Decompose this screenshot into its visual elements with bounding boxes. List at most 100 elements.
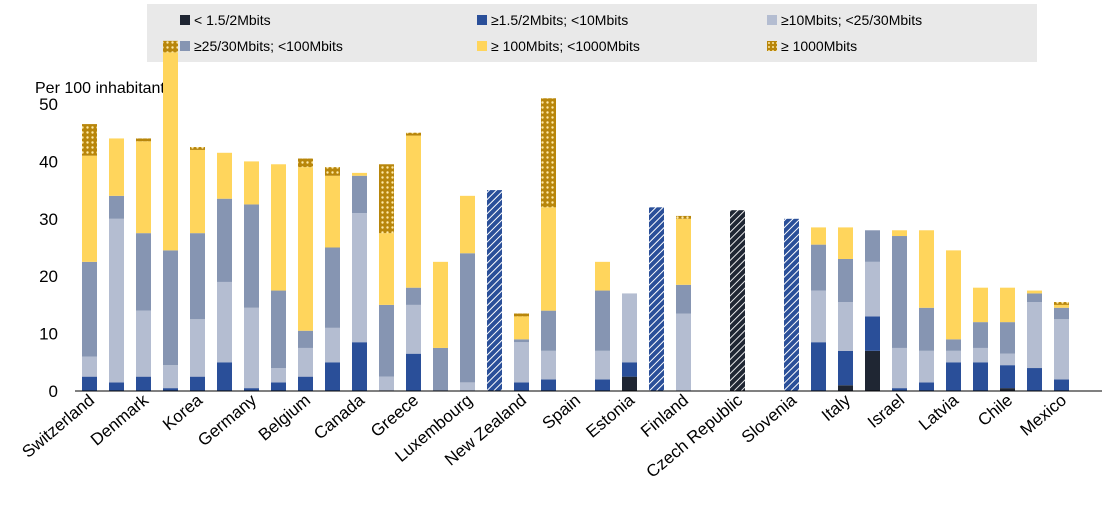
- y-tick-label: 50: [39, 95, 58, 114]
- bar-segment: [541, 98, 556, 208]
- bar-segment: [676, 284, 691, 314]
- bar-segment: [298, 376, 313, 391]
- x-tick-label: Latvia: [915, 390, 962, 434]
- bar-total: [730, 210, 745, 391]
- bar-segment: [163, 40, 178, 53]
- bar-segment: [838, 385, 853, 391]
- bar-segment: [163, 52, 178, 251]
- bar-segment: [379, 233, 394, 305]
- bar-segment: [811, 227, 826, 245]
- y-tick-label: 0: [49, 382, 58, 401]
- legend-item: ≥ 100Mbits; <1000Mbits: [477, 38, 640, 54]
- bar-segment: [379, 376, 394, 391]
- bar-segment: [541, 379, 556, 391]
- bar-segment: [352, 172, 367, 176]
- bar-segment: [1000, 287, 1015, 323]
- y-tick-label: 30: [39, 210, 58, 229]
- bar-segment: [973, 347, 988, 363]
- bar-segment: [109, 382, 124, 391]
- x-tick-label: Korea: [159, 390, 206, 434]
- bar-segment: [838, 350, 853, 386]
- bar-segment: [406, 353, 421, 391]
- bar-segment: [406, 304, 421, 354]
- bar-segment: [1054, 307, 1069, 320]
- bar-segment: [460, 195, 475, 254]
- bar-segment: [919, 350, 934, 383]
- bar-segment: [271, 290, 286, 369]
- bar-segment: [325, 362, 340, 391]
- chart-legend: < 1.5/2Mbits ≥1.5/2Mbits; <10Mbits ≥10Mbit…: [147, 4, 1037, 62]
- legend-label: ≥1.5/2Mbits; <10Mbits: [491, 12, 629, 28]
- bar-segment: [514, 382, 529, 391]
- legend-swatch: [767, 15, 777, 25]
- bar-segment: [676, 313, 691, 391]
- bar-segment: [919, 230, 934, 308]
- bar-total: [784, 218, 799, 391]
- legend-swatch: [180, 15, 190, 25]
- y-axis-label: Per 100 inhabitants: [35, 80, 173, 97]
- bar-segment: [433, 347, 448, 391]
- bar-segment: [271, 382, 286, 391]
- x-tick-label: Spain: [539, 391, 585, 434]
- legend-label: ≥25/30Mbits; <100Mbits: [194, 38, 343, 54]
- bar-segment: [838, 258, 853, 303]
- bar-segment: [406, 132, 421, 136]
- legend-label: ≥10Mbits; <25/30Mbits: [781, 12, 923, 28]
- bar-segment: [136, 233, 151, 311]
- bar-total: [487, 190, 502, 391]
- bar-segment: [946, 362, 961, 391]
- bar-segment: [433, 261, 448, 348]
- bar-segment: [1027, 293, 1042, 303]
- bar-segment: [865, 261, 880, 317]
- bar-segment: [1054, 379, 1069, 391]
- bar-segment: [514, 313, 529, 317]
- bar-segment: [622, 293, 637, 363]
- bar-segment: [352, 175, 367, 214]
- bar-segment: [352, 342, 367, 391]
- bar-segment: [541, 207, 556, 311]
- bar-segment: [136, 376, 151, 391]
- bar-segment: [298, 347, 313, 377]
- x-tick-label: Denmark: [87, 390, 152, 449]
- bar-segment: [946, 250, 961, 340]
- bar-segment: [298, 158, 313, 168]
- y-tick-label: 40: [39, 152, 58, 171]
- bar-segment: [163, 365, 178, 389]
- bar-segment: [865, 230, 880, 262]
- bar-segment: [1000, 365, 1015, 389]
- bar-segment: [595, 350, 610, 380]
- bar-segment: [1000, 388, 1015, 391]
- bar-segment: [1027, 290, 1042, 294]
- bar-segment: [82, 124, 97, 156]
- bar-segment: [973, 362, 988, 391]
- bar-segment: [325, 175, 340, 248]
- legend-label: < 1.5/2Mbits: [194, 12, 271, 28]
- legend-swatch: [767, 41, 777, 51]
- bar-segment: [622, 376, 637, 391]
- bar-segment: [1054, 319, 1069, 380]
- bar-segment: [82, 376, 97, 391]
- bar-segment: [217, 362, 232, 391]
- y-tick-label: 10: [39, 325, 58, 344]
- bar-segment: [406, 287, 421, 305]
- bar-segment: [892, 230, 907, 237]
- bar-segment: [190, 149, 205, 234]
- y-tick-label: 20: [39, 267, 58, 286]
- bar-segment: [109, 195, 124, 219]
- x-tick-label: Switzerland: [19, 391, 99, 462]
- bar-segment: [676, 215, 691, 219]
- bar-segment: [919, 307, 934, 351]
- bar-segment: [136, 310, 151, 377]
- bar-segment: [298, 167, 313, 331]
- bar-segment: [244, 161, 259, 205]
- bar-segment: [1027, 368, 1042, 391]
- legend-item: ≥25/30Mbits; <100Mbits: [180, 38, 343, 54]
- bar-segment: [541, 350, 556, 380]
- bar-segment: [190, 319, 205, 377]
- x-tick-label: Belgium: [255, 391, 314, 445]
- bar-segment: [244, 204, 259, 308]
- bar-segment: [1000, 322, 1015, 354]
- legend-label: ≥ 1000Mbits: [781, 38, 858, 54]
- bar-segment: [244, 388, 259, 391]
